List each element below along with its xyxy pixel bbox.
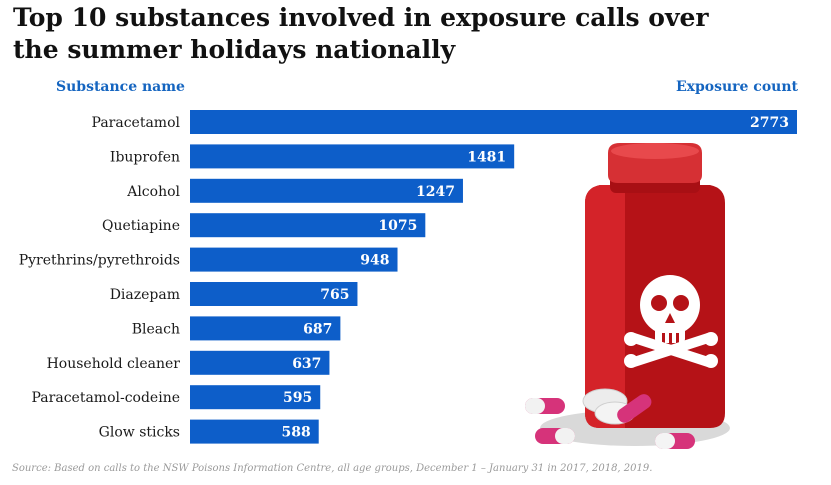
bar [190,144,515,169]
poison-bottle-with-pills-icon [525,143,730,449]
bar [190,316,341,341]
data-label: 1075 [378,218,417,234]
substance-name-header: Substance name [56,79,185,95]
bar [190,213,426,238]
category-label: Paracetamol [92,115,181,131]
category-label: Ibuprofen [110,149,180,165]
bar [190,282,358,306]
source-note: Source: Based on calls to the NSW Poison… [12,463,653,474]
data-label: 1247 [416,184,455,200]
data-label: 687 [303,321,332,337]
category-label: Paracetamol-codeine [32,390,180,406]
bar [190,350,330,375]
category-label: Alcohol [126,184,180,200]
data-label: 948 [360,253,389,269]
bar [190,385,321,410]
chart-title: Top 10 substances involved in exposure c… [13,3,709,64]
bar [190,247,398,272]
bar [190,419,319,444]
category-label: Quetiapine [102,218,180,234]
bar [190,110,797,134]
bar [190,178,463,203]
data-label: 1481 [467,149,506,165]
data-label: 595 [283,390,312,406]
data-label: 2773 [750,115,789,131]
category-label: Household cleaner [47,356,181,372]
category-label: Diazepam [110,287,180,303]
data-label: 765 [320,287,349,303]
category-label: Bleach [132,321,180,337]
data-label: 637 [292,356,321,372]
data-label: 588 [281,425,310,441]
exposure-count-header: Exposure count [675,79,798,95]
category-label: Pyrethrins/pyrethroids [19,253,180,269]
category-label: Glow sticks [99,425,180,441]
